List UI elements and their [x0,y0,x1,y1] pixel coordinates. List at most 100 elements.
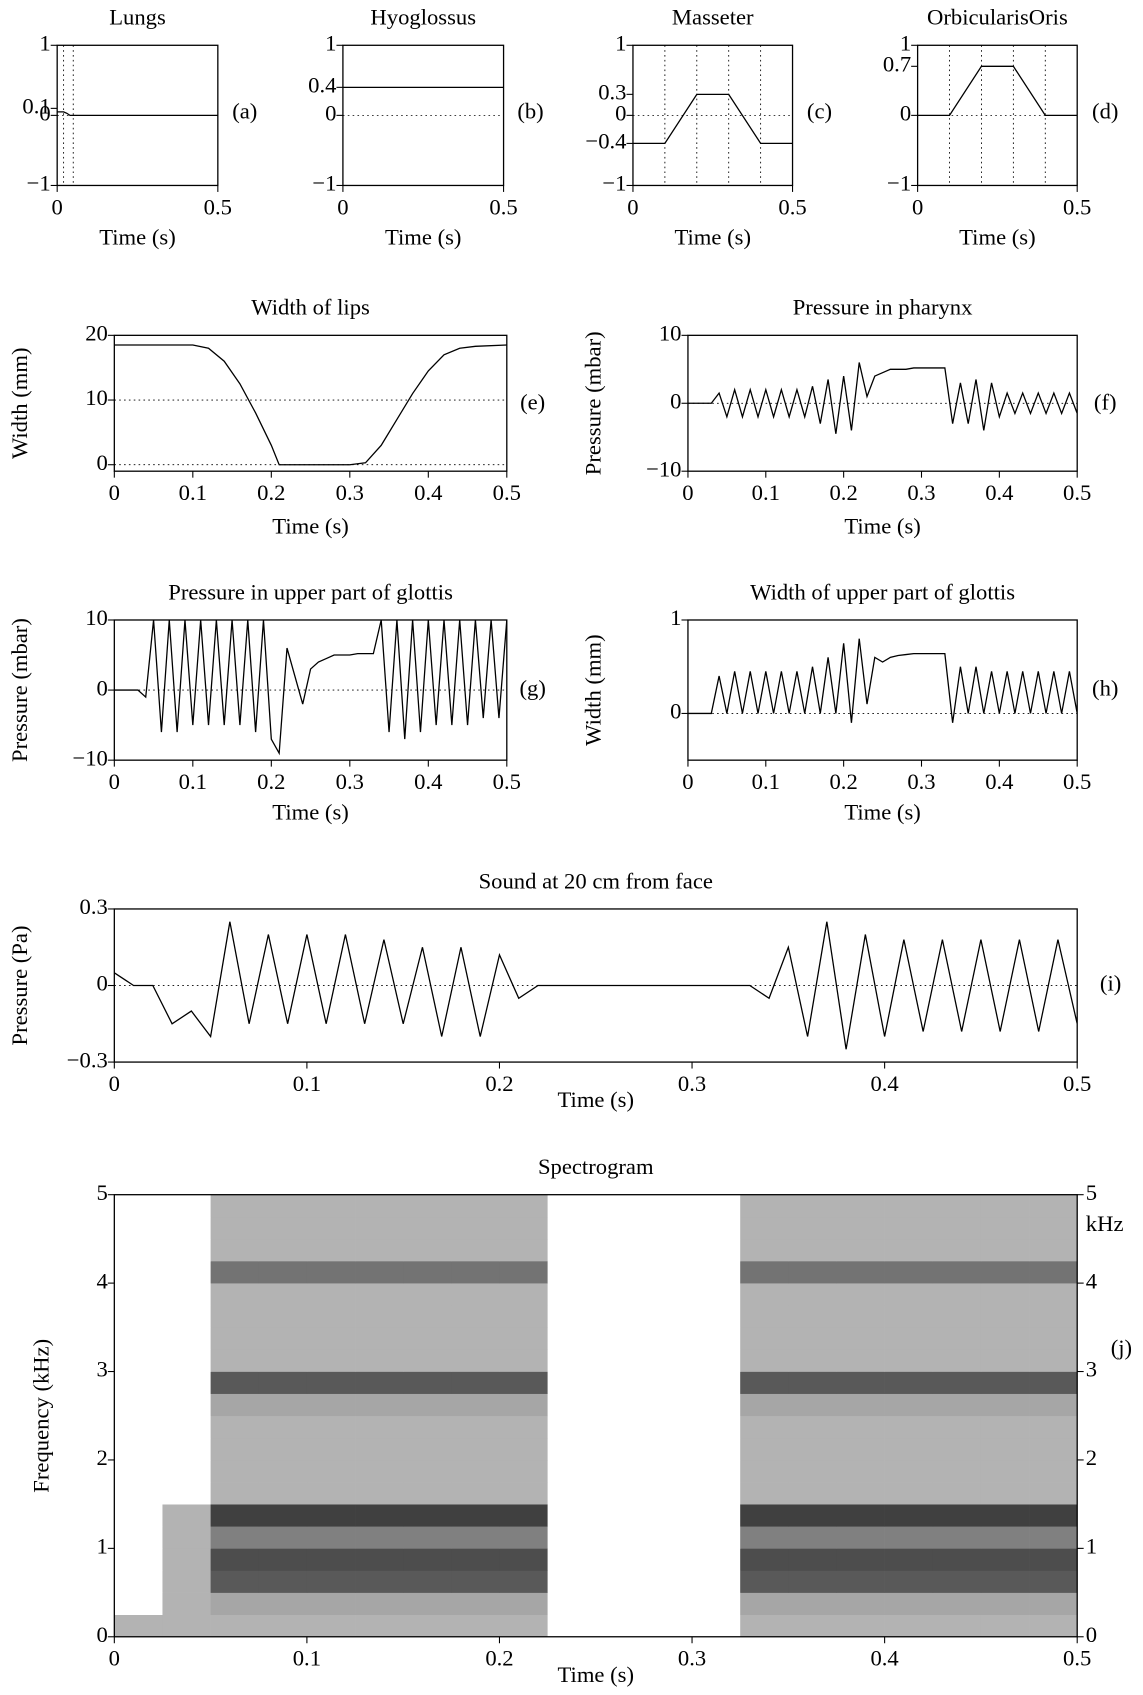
cell [740,1216,789,1240]
cell [788,1548,837,1571]
x-tick-label: 0.4 [985,480,1013,505]
cell [1029,1437,1078,1461]
x-tick-label: 0.5 [1063,1071,1091,1096]
cell [499,1482,548,1505]
cell [643,1283,693,1306]
cell [162,1327,211,1350]
y2-tick-label: 0 [1086,1622,1097,1647]
cell [499,1261,548,1284]
y-axis-label: Pressure (Pa) [7,926,32,1046]
cell [836,1283,885,1306]
x-tick-label: 0.2 [830,480,858,505]
cell [114,1238,163,1262]
cell [980,1327,1030,1350]
cell [499,1371,548,1394]
y-tick-label: 0 [900,101,911,126]
cell [355,1526,404,1549]
panel-label: (f) [1094,390,1117,415]
cell [162,1526,211,1549]
cell [884,1504,934,1527]
cell [306,1349,356,1372]
cell [595,1504,645,1527]
cell [692,1371,741,1394]
cell [692,1548,741,1571]
cell [547,1548,597,1571]
cell [162,1393,211,1417]
cell [547,1415,597,1439]
cell [884,1393,934,1417]
x-tick-label: 0.4 [985,769,1013,794]
y2-tick-label: 1 [1086,1534,1097,1559]
x-axis-label: Time (s) [959,225,1035,250]
panel-label: (c) [807,98,832,123]
plot-frame [632,44,794,187]
cell [932,1592,982,1615]
panel-label: (a) [232,98,257,123]
y-tick-label: −10 [72,745,107,770]
panel [342,86,504,116]
cell [643,1371,693,1394]
y-tick-label: 10 [659,321,682,346]
cell [932,1437,982,1461]
cell [210,1592,260,1615]
panel [917,45,1078,186]
cell [643,1261,693,1284]
cell [595,1415,645,1439]
cell [595,1305,645,1328]
panel-label: (e) [520,390,545,415]
cell [162,1261,211,1284]
cell [836,1592,885,1615]
cell [1029,1327,1078,1350]
cell [210,1194,260,1218]
cell [114,1504,163,1527]
cell [692,1504,741,1527]
y-tick-label: 1 [900,30,911,55]
cell [306,1371,356,1394]
cell [836,1614,885,1637]
cell [114,1614,163,1637]
cell [258,1459,308,1483]
cell [258,1570,308,1593]
cell [932,1216,982,1240]
panel [114,1194,1078,1637]
chart-title: Sound at 20 cm from face [479,868,713,893]
cell [547,1504,597,1527]
cell [451,1216,500,1240]
cell [692,1327,741,1350]
cell [1029,1504,1078,1527]
x-tick-label: 0 [682,769,693,794]
cell [451,1393,500,1417]
cell [595,1437,645,1461]
panel [114,921,1078,1050]
cell [547,1459,597,1483]
cell [306,1592,356,1615]
cell [1029,1482,1078,1505]
cell [451,1238,500,1262]
y-tick-label: −1 [312,171,336,196]
cell [499,1216,548,1240]
x-tick-label: 0.3 [336,769,364,794]
cell [114,1459,163,1483]
y-tick-label: 0 [97,450,108,475]
cell [306,1283,356,1306]
cell [740,1437,789,1461]
cell [595,1261,645,1284]
cell [403,1459,452,1483]
cell [403,1570,452,1593]
cell [210,1437,260,1461]
x-axis-label: Time (s) [272,514,348,539]
cell [547,1371,597,1394]
x-tick-label: 0 [912,194,923,219]
cell [355,1305,404,1328]
cell [932,1415,982,1439]
cell [836,1371,885,1394]
cell [740,1238,789,1262]
y-tick-label: 10 [85,605,108,630]
cell [306,1261,356,1284]
cell [114,1371,163,1394]
x-axis-label: Time (s) [844,514,920,539]
chart-title: Width of upper part of glottis [750,579,1015,604]
cell [692,1393,741,1417]
cell [980,1371,1030,1394]
